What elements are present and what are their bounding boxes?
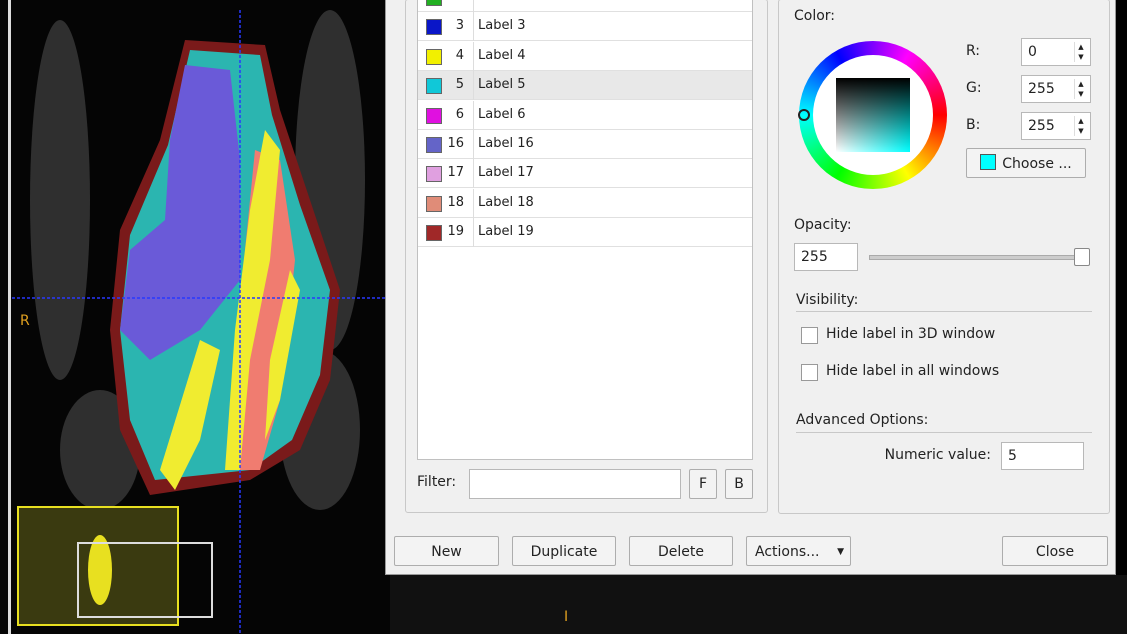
label-color bbox=[426, 0, 442, 6]
channel-input[interactable]: 255 ▲ ▼ bbox=[1021, 75, 1091, 103]
label-color bbox=[426, 48, 442, 65]
label-row[interactable]: 4 Label 4 bbox=[418, 41, 752, 71]
orientation-marker: R bbox=[20, 313, 30, 329]
label-row[interactable]: 5 Label 5 bbox=[418, 71, 752, 101]
filter-label: Filter: bbox=[417, 474, 457, 490]
label-name: Label 18 bbox=[478, 194, 534, 210]
opacity-handle[interactable] bbox=[1074, 248, 1090, 266]
filter-input[interactable] bbox=[469, 469, 681, 499]
opacity-slider[interactable] bbox=[869, 255, 1088, 260]
image-view-lower: I bbox=[390, 575, 1127, 634]
opacity-input[interactable]: 255 bbox=[794, 243, 858, 271]
numeric-label: Numeric value: bbox=[884, 447, 991, 463]
divider bbox=[473, 159, 474, 189]
channel-label: G: bbox=[966, 80, 982, 96]
duplicate-button[interactable]: Duplicate bbox=[512, 536, 616, 566]
divider bbox=[473, 100, 474, 130]
actions-text: Actions... bbox=[755, 544, 820, 560]
advanced-title: Advanced Options: bbox=[796, 412, 929, 428]
spin-arrows[interactable]: ▲ ▼ bbox=[1074, 42, 1087, 62]
label-name: Label 2 bbox=[478, 0, 525, 4]
divider bbox=[473, 0, 474, 12]
orientation-marker: I bbox=[564, 609, 568, 625]
new-button[interactable]: New bbox=[394, 536, 499, 566]
color-wheel[interactable] bbox=[798, 41, 947, 189]
divider bbox=[473, 41, 474, 71]
label-color bbox=[426, 78, 442, 95]
label-row[interactable]: 16 Label 16 bbox=[418, 130, 752, 159]
close-button[interactable]: Close bbox=[1002, 536, 1108, 566]
image-view: R bbox=[0, 0, 390, 634]
label-name: Label 16 bbox=[478, 136, 534, 151]
channel-label: B: bbox=[966, 117, 981, 133]
label-id: 4 bbox=[455, 47, 464, 63]
label-color bbox=[426, 137, 442, 153]
label-row[interactable]: 2 Label 2 bbox=[418, 0, 752, 12]
checkbox-label[interactable]: Hide label in 3D window bbox=[826, 326, 996, 342]
checkbox[interactable] bbox=[801, 364, 818, 381]
delete-button[interactable]: Delete bbox=[629, 536, 733, 566]
channel-input[interactable]: 0 ▲ ▼ bbox=[1021, 38, 1091, 66]
label-row[interactable]: 17 Label 17 bbox=[418, 159, 752, 189]
label-id: 6 bbox=[455, 106, 464, 122]
label-name: Label 5 bbox=[478, 77, 526, 93]
label-id: 17 bbox=[447, 165, 464, 181]
label-row[interactable]: 6 Label 6 bbox=[418, 100, 752, 130]
choose-color-text: Choose ... bbox=[1002, 156, 1072, 172]
divider bbox=[473, 12, 474, 42]
checkbox[interactable] bbox=[801, 327, 818, 344]
numeric-input[interactable]: 5 bbox=[1001, 442, 1084, 470]
label-row[interactable]: 18 Label 18 bbox=[418, 188, 752, 218]
label-name: Label 4 bbox=[478, 47, 526, 63]
label-id: 3 bbox=[455, 18, 464, 34]
divider bbox=[473, 71, 474, 101]
spin-arrows[interactable]: ▲ ▼ bbox=[1074, 116, 1087, 136]
label-id: 18 bbox=[447, 194, 464, 210]
opacity-title: Opacity: bbox=[794, 217, 852, 233]
label-name: Label 17 bbox=[478, 165, 534, 181]
color-title: Color: bbox=[794, 8, 836, 24]
label-name: Label 3 bbox=[478, 18, 526, 34]
label-id: 2 bbox=[442, 0, 464, 4]
label-id: 5 bbox=[455, 77, 464, 93]
label-color bbox=[426, 166, 442, 183]
spin-arrows[interactable]: ▲ ▼ bbox=[1074, 79, 1087, 99]
properties-panel bbox=[778, 0, 1110, 514]
actions-button[interactable]: Actions... ▼ bbox=[746, 536, 851, 566]
label-row[interactable]: 3 Label 3 bbox=[418, 12, 752, 42]
label-name: Label 19 bbox=[478, 224, 534, 240]
label-row[interactable]: 19 Label 19 bbox=[418, 218, 752, 248]
label-dialog: 2 Label 2 3 Label 3 4 Label 4 5 Label 5 6 Label 6… bbox=[385, 0, 1116, 575]
label-color bbox=[426, 195, 442, 212]
divider bbox=[473, 188, 474, 218]
filter-button[interactable]: F bbox=[689, 469, 717, 499]
visibility-title: Visibility: bbox=[796, 292, 859, 308]
label-id: 19 bbox=[447, 224, 464, 240]
divider bbox=[473, 130, 474, 159]
channel-input[interactable]: 255 ▲ ▼ bbox=[1021, 112, 1091, 140]
label-color bbox=[426, 107, 442, 124]
label-color bbox=[426, 19, 442, 36]
label-id: 16 bbox=[447, 136, 464, 151]
checkbox-label[interactable]: Hide label in all windows bbox=[826, 363, 1000, 379]
channel-label: R: bbox=[966, 43, 981, 59]
label-color bbox=[426, 225, 442, 242]
filter-button[interactable]: B bbox=[725, 469, 753, 499]
divider bbox=[473, 218, 474, 248]
choose-color-button[interactable]: Choose ... bbox=[966, 148, 1086, 178]
label-name: Label 6 bbox=[478, 106, 526, 122]
label-list-panel bbox=[405, 0, 768, 513]
label-list: 2 Label 2 3 Label 3 4 Label 4 5 Label 5 6 Label 6… bbox=[417, 0, 753, 460]
